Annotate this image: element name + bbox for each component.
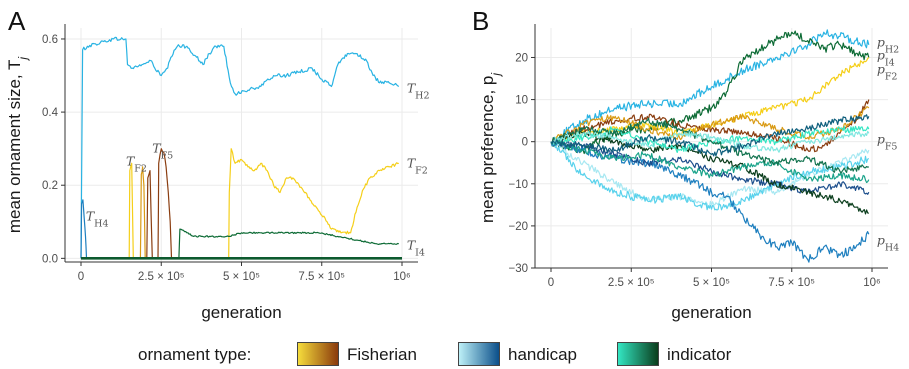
x-tick-label-a-3: 7.5 × 10⁵ (298, 271, 345, 283)
legend-swatch-indicator (617, 342, 659, 366)
legend-label-indicator: indicator (667, 345, 732, 364)
x-tick-label-b-3: 7.5 × 10⁵ (768, 277, 815, 289)
y-tick-label-b-2: −10 (508, 179, 528, 191)
chart-panel-b: −30 −20 −10 0 10 20 0 2.5 × 10⁵ 5 × 10⁵ 7.5 × 10⁵… (478, 24, 899, 322)
panel-letter-b: B (472, 6, 489, 36)
x-tick-label-b-2: 5 × 10⁵ (693, 277, 730, 289)
series-line-b-5 (550, 140, 870, 209)
series-line-b-9 (550, 131, 870, 215)
x-axis-title-a: generation (201, 303, 281, 322)
x-tick-label-b-1: 2.5 × 10⁵ (608, 277, 655, 289)
series-line-b-13 (550, 130, 870, 153)
series-label-a-1: TF2 (407, 155, 428, 176)
series-line-b-14 (550, 114, 870, 157)
y-tick-label-b-1: −20 (508, 221, 528, 233)
panel-letter-a: A (8, 6, 26, 36)
y-tick-label-b-4: 10 (515, 95, 528, 107)
series-line-a-0 (80, 36, 400, 259)
y-tick-label-a-0: 0.0 (42, 253, 58, 265)
y-axis-title-a: mean ornament size, Tj (5, 57, 30, 234)
y-tick-label-b-3: 0 (522, 137, 528, 149)
series-line-b-6 (550, 141, 870, 211)
legend: ornament type: Fisherian handicap indica… (0, 340, 909, 369)
legend-label-handicap: handicap (508, 345, 578, 364)
x-tick-label-b-0: 0 (548, 277, 554, 289)
series-label-a-2: TI4 (407, 238, 425, 259)
figure-canvas: A B 0.0 0.2 0.4 0.6 0 2.5 × 10⁵ 5 × 10⁵ 7.5 × 1… (5, 6, 899, 322)
series-label-a-4: TF2 (126, 153, 147, 174)
legend-label-fisherian: Fisherian (347, 345, 417, 364)
series-label-a-5: TF5 (152, 141, 173, 162)
x-tick-label-a-1: 2.5 × 10⁵ (138, 271, 185, 283)
series-line-b-11 (550, 139, 870, 184)
x-tick-label-b-4: 10⁶ (863, 277, 881, 289)
series-line-b-10 (550, 125, 870, 153)
series-line-b-0 (550, 29, 870, 146)
x-axis-title-b: generation (671, 303, 751, 322)
series-line-a-2 (81, 148, 399, 259)
y-tick-label-b-5: 20 (515, 52, 528, 64)
series-label-a-3: TH4 (86, 208, 109, 229)
x-tick-label-a-2: 5 × 10⁵ (223, 271, 260, 283)
y-tick-label-a-1: 0.2 (42, 180, 58, 192)
y-tick-label-a-2: 0.4 (42, 107, 59, 119)
legend-swatch-handicap (458, 342, 500, 366)
series-label-b-4: pH4 (877, 233, 899, 254)
y-tick-label-a-3: 0.6 (42, 34, 58, 46)
legend-swatch-fisherian (297, 342, 339, 366)
x-tick-label-a-4: 10⁶ (393, 271, 411, 283)
chart-panel-a: 0.0 0.2 0.4 0.6 0 2.5 × 10⁵ 5 × 10⁵ 7.5 × 10⁵ 10… (5, 24, 430, 322)
legend-title: ornament type: (138, 345, 252, 364)
series-label-b-3: pF5 (877, 132, 898, 153)
x-tick-label-a-0: 0 (78, 271, 84, 283)
series-line-b-12 (550, 117, 869, 174)
y-axis-title-b: mean preference, pj (478, 73, 503, 223)
series-line-b-4 (550, 106, 870, 145)
y-tick-label-b-0: −30 (508, 263, 528, 275)
series-label-a-0: TH2 (407, 80, 430, 101)
